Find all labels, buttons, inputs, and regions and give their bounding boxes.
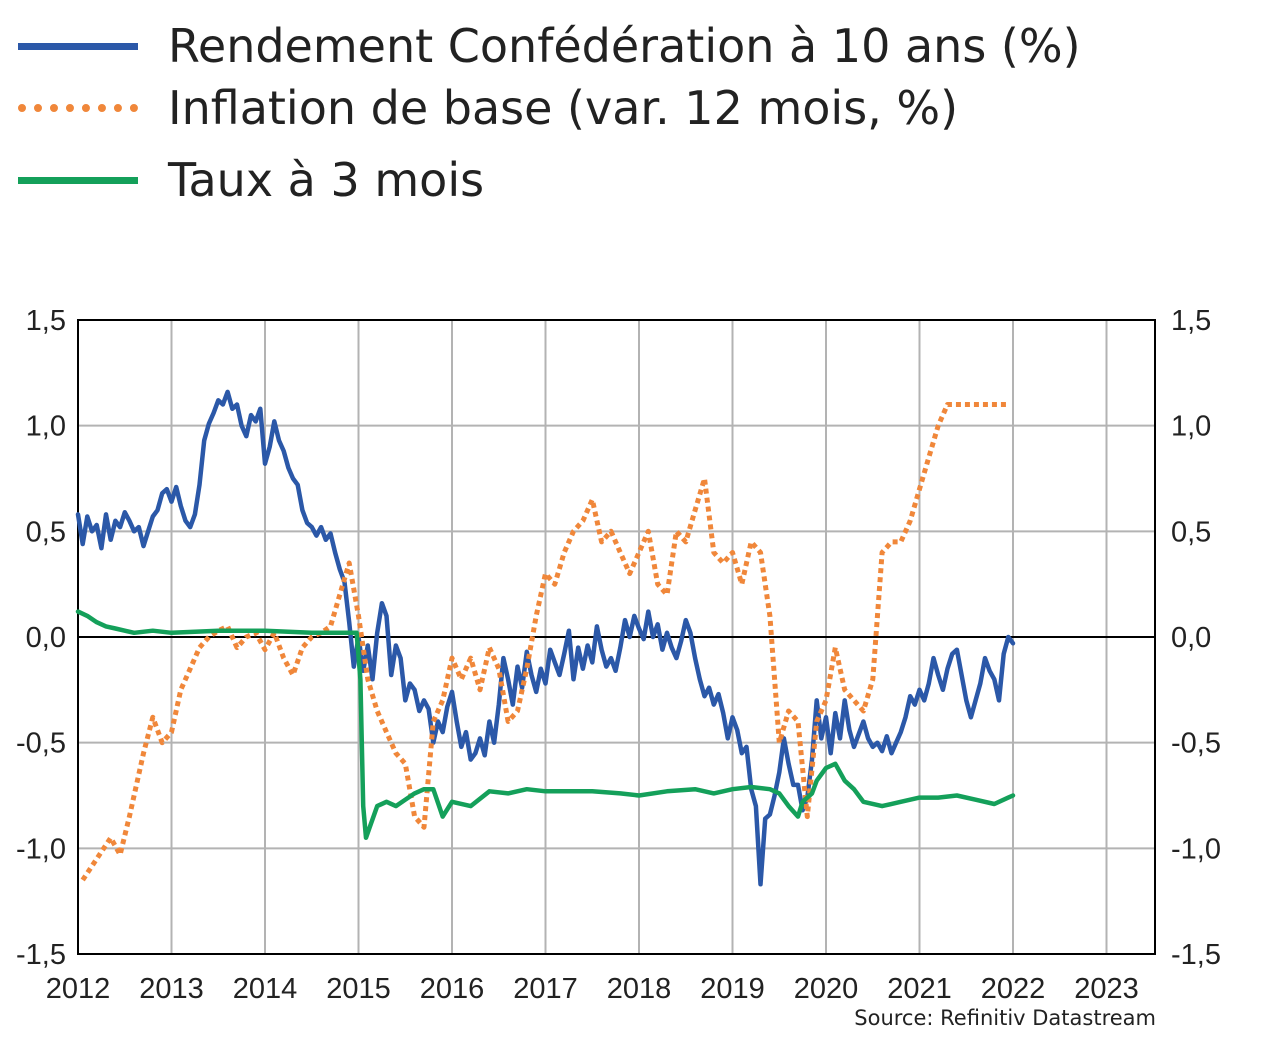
legend-label: Rendement Confédération à 10 ans (%) (168, 19, 1081, 73)
legend-item: Inflation de base (var. 12 mois, %) (18, 80, 958, 136)
series-line-3 (75, 609, 1016, 841)
x-tick-label: 2023 (1074, 973, 1139, 1005)
x-tick-label: 2013 (139, 973, 204, 1005)
x-tick-label: 2016 (420, 973, 485, 1005)
x-tick-label: 2019 (700, 973, 765, 1005)
y-tick-label-left: -1,5 (16, 939, 66, 971)
y-tick-label-left: 1,0 (26, 411, 66, 443)
y-tick-label-right: -1,0 (1171, 833, 1221, 865)
legend-swatch (18, 104, 138, 112)
y-tick-label-left: 0,0 (26, 622, 66, 654)
y-tick-label-right: -0,5 (1171, 728, 1221, 760)
y-tick-label-right: 0,0 (1171, 622, 1211, 654)
y-tick-label-left: -1,0 (16, 833, 66, 865)
legend-label: Taux à 3 mois (168, 153, 485, 207)
y-tick-label-right: 1,5 (1171, 305, 1211, 337)
axis-labels: 2012 2013 2014 2015 2016 2017 2018 2019 2020 2021… (16, 305, 1221, 1005)
y-tick-label-right: 1,0 (1171, 411, 1211, 443)
x-tick-label: 2015 (326, 973, 391, 1005)
legend-swatch (18, 42, 138, 50)
x-tick-label: 2014 (233, 973, 298, 1005)
y-tick-label-left: 0,5 (26, 516, 66, 548)
y-tick-label-right: 0,5 (1171, 516, 1211, 548)
x-tick-label: 2018 (607, 973, 672, 1005)
series-line-1 (75, 389, 1016, 887)
legend-item: Rendement Confédération à 10 ans (%) (18, 18, 1081, 74)
y-tick-label-left: 1,5 (26, 305, 66, 337)
legend-swatch (18, 176, 138, 184)
legend-item: Taux à 3 mois (18, 152, 484, 208)
x-tick-label: 2021 (887, 973, 952, 1005)
x-tick-label: 2022 (981, 973, 1046, 1005)
series-line-2 (80, 402, 1009, 882)
series-layer (75, 389, 1016, 887)
source-note: Source: Refinitiv Datastream (854, 1006, 1156, 1030)
x-tick-label: 2020 (794, 973, 859, 1005)
legend-label: Inflation de base (var. 12 mois, %) (168, 81, 959, 135)
y-tick-label-right: -1,5 (1171, 939, 1221, 971)
legend: Rendement Confédération à 10 ans (%) Infl… (0, 0, 1280, 220)
x-tick-label: 2017 (513, 973, 578, 1005)
x-tick-label: 2012 (46, 973, 111, 1005)
y-tick-label-left: -0,5 (16, 728, 66, 760)
